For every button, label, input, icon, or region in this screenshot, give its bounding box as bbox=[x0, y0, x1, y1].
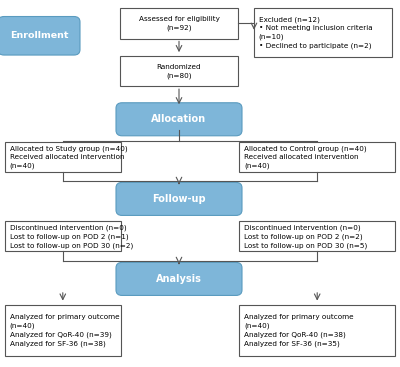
FancyBboxPatch shape bbox=[0, 17, 80, 55]
Text: Assessed for eligibility
(n=92): Assessed for eligibility (n=92) bbox=[138, 16, 220, 31]
Text: Analysis: Analysis bbox=[156, 274, 202, 284]
Text: Discontinued intervention (n=0)
Lost to follow-up on POD 2 (n=1)
Lost to follow-: Discontinued intervention (n=0) Lost to … bbox=[10, 224, 133, 248]
Text: Randomized
(n=80): Randomized (n=80) bbox=[157, 64, 201, 79]
FancyBboxPatch shape bbox=[120, 8, 238, 39]
Text: Follow-up: Follow-up bbox=[152, 194, 206, 204]
Text: Allocated to Control group (n=40)
Received allocated intervention
(n=40): Allocated to Control group (n=40) Receiv… bbox=[244, 145, 367, 170]
FancyBboxPatch shape bbox=[239, 305, 395, 356]
FancyBboxPatch shape bbox=[116, 103, 242, 136]
FancyBboxPatch shape bbox=[116, 262, 242, 295]
FancyBboxPatch shape bbox=[5, 221, 121, 251]
Text: Analyzed for primary outcome
(n=40)
Analyzed for QoR-40 (n=39)
Analyzed for SF-3: Analyzed for primary outcome (n=40) Anal… bbox=[10, 314, 119, 347]
FancyBboxPatch shape bbox=[120, 56, 238, 86]
FancyBboxPatch shape bbox=[239, 142, 395, 172]
Text: Excluded (n=12)
• Not meeting inclusion criteria
(n=10)
• Declined to participat: Excluded (n=12) • Not meeting inclusion … bbox=[259, 16, 372, 49]
Text: Allocated to Study group (n=40)
Received allocated intervention
(n=40): Allocated to Study group (n=40) Received… bbox=[10, 145, 127, 170]
Text: Discontinued intervention (n=0)
Lost to follow-up on POD 2 (n=2)
Lost to follow-: Discontinued intervention (n=0) Lost to … bbox=[244, 224, 367, 248]
FancyBboxPatch shape bbox=[254, 8, 392, 57]
FancyBboxPatch shape bbox=[116, 182, 242, 215]
Text: Allocation: Allocation bbox=[152, 114, 206, 124]
Text: Analyzed for primary outcome
(n=40)
Analyzed for QoR-40 (n=38)
Analyzed for SF-3: Analyzed for primary outcome (n=40) Anal… bbox=[244, 314, 354, 347]
FancyBboxPatch shape bbox=[5, 142, 121, 172]
FancyBboxPatch shape bbox=[239, 221, 395, 251]
Text: Enrollment: Enrollment bbox=[10, 31, 68, 40]
FancyBboxPatch shape bbox=[5, 305, 121, 356]
